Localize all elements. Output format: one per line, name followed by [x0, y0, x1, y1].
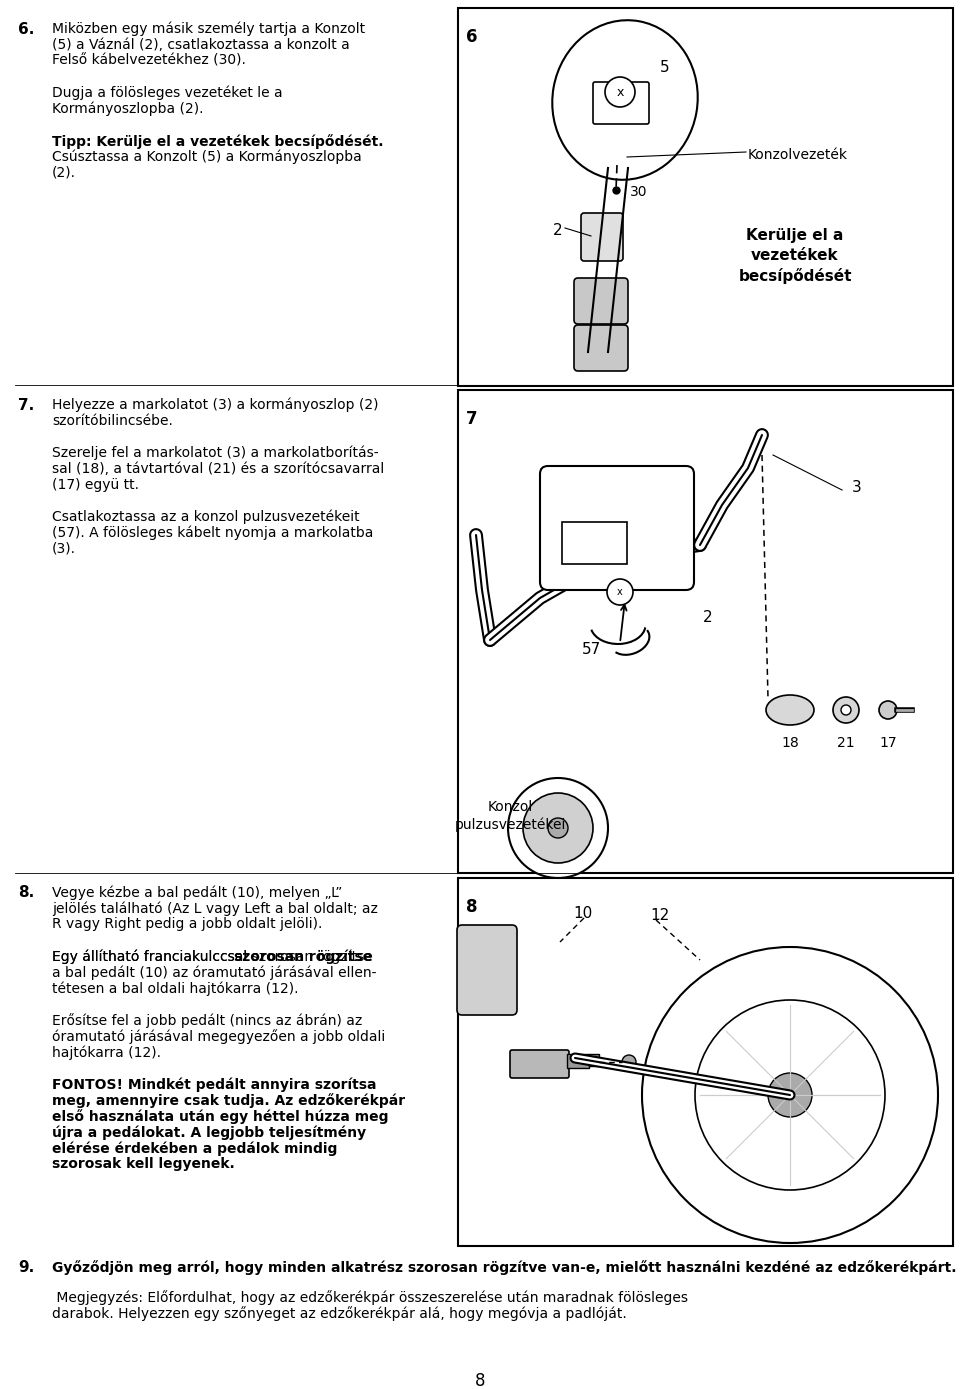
Text: meg, amennyire csak tudja. Az edzőkerékpár: meg, amennyire csak tudja. Az edzőkerékp…: [52, 1093, 405, 1108]
Text: Tipp: Kerülje el a vezetékek becsípődését.: Tipp: Kerülje el a vezetékek becsípődésé…: [52, 133, 383, 149]
Text: 2: 2: [703, 611, 712, 625]
Bar: [458, 878, 953, 1246]
Text: Szerelje fel a markolatot (3) a markolatborítás-: Szerelje fel a markolatot (3) a markolat…: [52, 446, 378, 461]
Text: 12: 12: [650, 908, 669, 924]
Text: első használata után egy héttel húzza meg: első használata után egy héttel húzza me…: [52, 1108, 389, 1124]
Text: 5: 5: [660, 60, 670, 75]
Text: Egy állítható franciakulccsal: Egy állítható franciakulccsal: [52, 949, 252, 964]
Text: óramutató járásával megegyezően a jobb oldali: óramutató járásával megegyezően a jobb o…: [52, 1029, 385, 1045]
Text: Konzol
pulzusvezetékei: Konzol pulzusvezetékei: [454, 800, 565, 832]
FancyBboxPatch shape: [510, 1050, 569, 1078]
Circle shape: [695, 1000, 885, 1190]
Bar: [589, 1054, 599, 1065]
FancyBboxPatch shape: [457, 925, 517, 1015]
Text: Győződjön meg arról, hogy minden alkatrész szorosan rögzítve van-e, mielőtt hasz: Győződjön meg arról, hogy minden alkatré…: [52, 1260, 956, 1275]
Text: 9.: 9.: [18, 1260, 35, 1275]
Circle shape: [548, 818, 568, 838]
Ellipse shape: [552, 21, 698, 179]
Text: szorosak kell legyenek.: szorosak kell legyenek.: [52, 1157, 235, 1171]
Text: 6.: 6.: [18, 22, 35, 38]
Text: tétesen a bal oldali hajtókarra (12).: tétesen a bal oldali hajtókarra (12).: [52, 981, 299, 996]
Text: hajtókarra (12).: hajtókarra (12).: [52, 1045, 161, 1060]
Circle shape: [508, 778, 608, 878]
Text: Kerülje el a
vezetékek
becsípődését: Kerülje el a vezetékek becsípődését: [738, 228, 852, 283]
Text: Egy állítható franciakulccsal szorosan rögzítse: Egy állítható franciakulccsal szorosan r…: [52, 949, 372, 964]
Text: újra a pedálokat. A legjobb teljesítmény: újra a pedálokat. A legjobb teljesítmény: [52, 1125, 366, 1139]
Text: Dugja a fölösleges vezetéket le a: Dugja a fölösleges vezetéket le a: [52, 86, 282, 100]
Text: (17) együ tt.: (17) együ tt.: [52, 478, 139, 492]
Text: Csúsztassa a Konzolt (5) a Kormányoszlopba: Csúsztassa a Konzolt (5) a Kormányoszlop…: [52, 150, 362, 164]
Circle shape: [605, 76, 635, 107]
Circle shape: [841, 706, 851, 715]
Circle shape: [833, 697, 859, 724]
Circle shape: [607, 579, 633, 606]
Text: a bal pedált (10) az óramutató járásával ellen-: a bal pedált (10) az óramutató járásával…: [52, 965, 376, 979]
Text: 8.: 8.: [18, 885, 35, 900]
Text: Kormányoszlopba (2).: Kormányoszlopba (2).: [52, 101, 204, 117]
FancyBboxPatch shape: [540, 465, 694, 590]
Text: elérése érdekében a pedálok mindig: elérése érdekében a pedálok mindig: [52, 1140, 337, 1156]
Circle shape: [642, 947, 938, 1243]
FancyBboxPatch shape: [593, 82, 649, 124]
Text: darabok. Helyezzen egy szőnyeget az edzőkerékpár alá, hogy megóvja a padlóját.: darabok. Helyezzen egy szőnyeget az edző…: [52, 1306, 627, 1321]
Text: 8: 8: [475, 1372, 485, 1389]
Text: 21: 21: [837, 736, 854, 750]
Text: 8: 8: [466, 899, 477, 915]
Text: 6: 6: [466, 28, 477, 46]
Text: 10: 10: [573, 906, 592, 921]
FancyBboxPatch shape: [581, 213, 623, 261]
Circle shape: [622, 1056, 636, 1070]
Text: 3: 3: [852, 481, 862, 496]
Circle shape: [879, 701, 897, 720]
Bar: [458, 8, 953, 386]
Text: x: x: [616, 86, 624, 99]
Text: FONTOS! Mindkét pedált annyira szorítsa: FONTOS! Mindkét pedált annyira szorítsa: [52, 1076, 376, 1092]
Text: 2: 2: [553, 224, 563, 238]
Text: 30: 30: [630, 185, 647, 199]
Text: 57: 57: [582, 643, 601, 657]
Text: Vegye kézbe a bal pedált (10), melyen „L”: Vegye kézbe a bal pedált (10), melyen „L…: [52, 885, 343, 900]
Text: Miközben egy másik személy tartja a Konzolt: Miközben egy másik személy tartja a Konz…: [52, 22, 365, 36]
Text: Megjegyzés: Előfordulhat, hogy az edzőkerékpár összeszerelése után maradnak fölö: Megjegyzés: Előfordulhat, hogy az edzőke…: [52, 1290, 688, 1304]
Bar: [562, 522, 627, 564]
Text: (57). A fölösleges kábelt nyomja a markolatba: (57). A fölösleges kábelt nyomja a marko…: [52, 526, 373, 540]
FancyBboxPatch shape: [574, 325, 628, 371]
Text: sal (18), a távtartóval (21) és a szorítócsavarral: sal (18), a távtartóval (21) és a szorít…: [52, 463, 384, 476]
Text: 17: 17: [879, 736, 897, 750]
Text: Erősítse fel a jobb pedált (nincs az ábrán) az: Erősítse fel a jobb pedált (nincs az ábr…: [52, 1013, 362, 1028]
Text: jelölés található (Az L vagy Left a bal oldalt; az: jelölés található (Az L vagy Left a bal …: [52, 901, 378, 915]
Text: 18: 18: [781, 736, 799, 750]
Text: 7: 7: [466, 410, 478, 428]
Bar: [458, 390, 953, 874]
Text: R vagy Right pedig a jobb oldalt jelöli).: R vagy Right pedig a jobb oldalt jelöli)…: [52, 917, 323, 931]
Text: (3).: (3).: [52, 542, 76, 556]
Circle shape: [768, 1072, 812, 1117]
Ellipse shape: [766, 694, 814, 725]
Text: Felső kábelvezetékhez (30).: Felső kábelvezetékhez (30).: [52, 54, 246, 68]
Text: Konzolvezeték: Konzolvezeték: [748, 149, 848, 163]
Text: Helyezze a markolatot (3) a kormányoszlop (2): Helyezze a markolatot (3) a kormányoszlo…: [52, 399, 378, 413]
Text: (2).: (2).: [52, 167, 76, 181]
Text: szorosan rögzítse: szorosan rögzítse: [234, 949, 372, 964]
Text: x: x: [617, 588, 623, 597]
Bar: [567, 1054, 589, 1068]
Text: szorítóbilincsébe.: szorítóbilincsébe.: [52, 414, 173, 428]
Text: (5) a Váznál (2), csatlakoztassa a konzolt a: (5) a Váznál (2), csatlakoztassa a konzo…: [52, 38, 349, 51]
Text: Csatlakoztassa az a konzol pulzusvezetékeit: Csatlakoztassa az a konzol pulzusvezeték…: [52, 510, 360, 525]
Circle shape: [523, 793, 593, 863]
Text: 7.: 7.: [18, 399, 35, 413]
FancyBboxPatch shape: [574, 278, 628, 324]
